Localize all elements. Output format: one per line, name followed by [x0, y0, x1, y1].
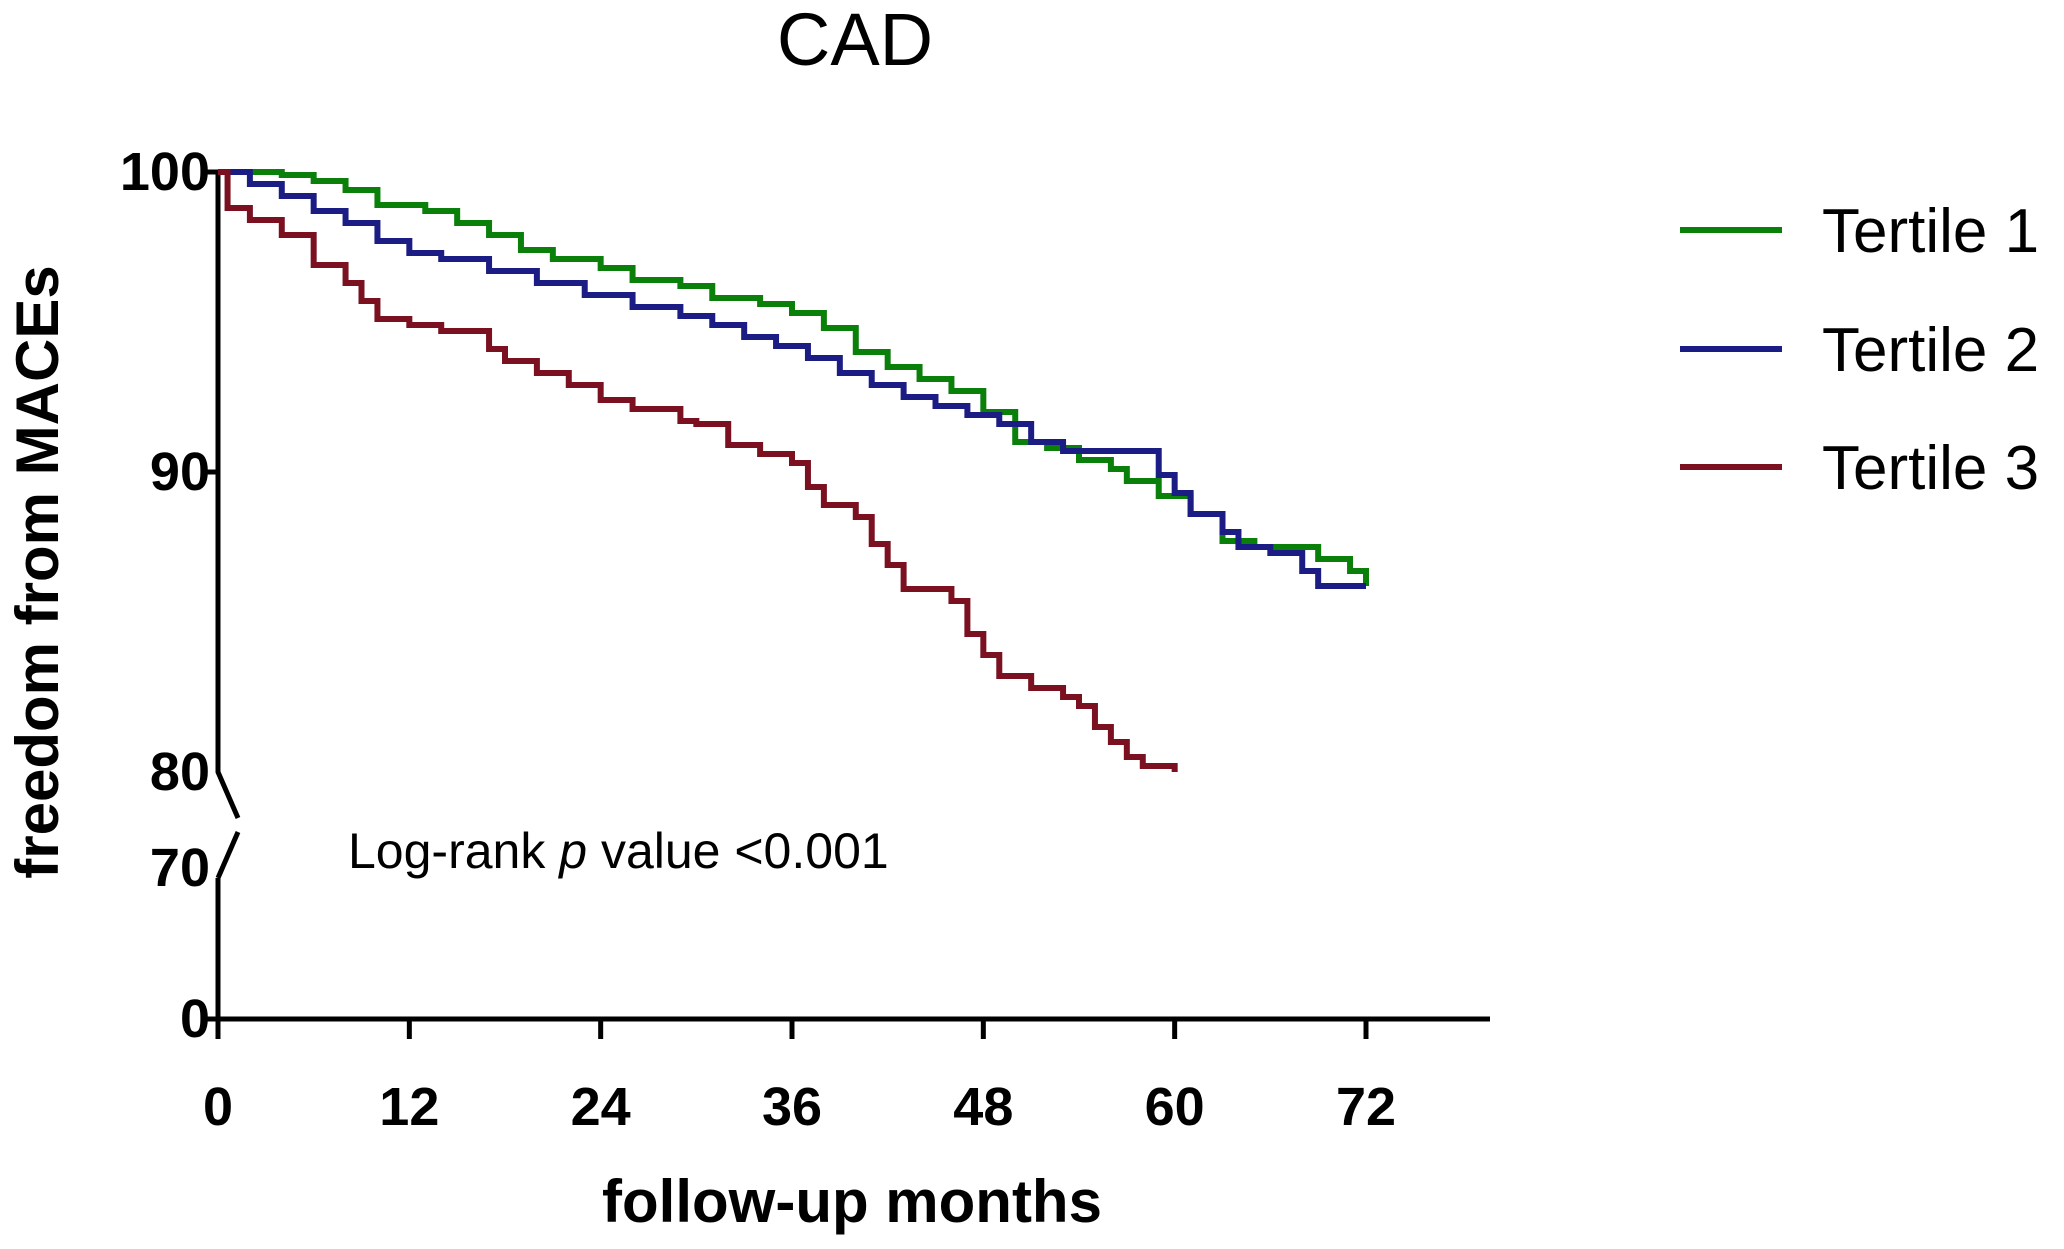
chart-title: CAD: [777, 0, 933, 81]
y-ticks: 100 90 80 70 0: [120, 142, 218, 1049]
y-axis-break-lower: [218, 832, 238, 878]
y-tick-label: 90: [150, 442, 210, 502]
x-tick-label: 36: [762, 1077, 822, 1137]
annotation-p: p: [557, 823, 587, 879]
legend-label-1: Tertile 1: [1822, 197, 2039, 266]
x-ticks: 0 12 24 36 48 60 72: [203, 1019, 1396, 1137]
y-tick-label: 80: [150, 742, 210, 802]
logrank-annotation: Log-rank p value <0.001: [348, 823, 889, 879]
x-tick-label: 12: [379, 1077, 439, 1137]
legend-label-2: Tertile 2: [1822, 316, 2039, 385]
series-line-3: [218, 172, 1175, 772]
legend-label-3: Tertile 3: [1822, 434, 2039, 503]
x-tick-label: 48: [953, 1077, 1013, 1137]
legend: Tertile 1 Tertile 2 Tertile 3: [1680, 197, 2039, 503]
annotation-prefix: Log-rank: [348, 823, 559, 879]
series-layer: [218, 172, 1366, 772]
x-tick-label: 0: [203, 1077, 233, 1137]
y-tick-label: 0: [180, 989, 210, 1049]
km-chart: CAD freedom from MACEs follow-up months …: [0, 0, 2064, 1249]
y-tick-label: 70: [150, 838, 210, 898]
x-tick-label: 24: [571, 1077, 631, 1137]
y-axis-label: freedom from MACEs: [4, 265, 71, 878]
y-axis-upper: [218, 172, 238, 818]
x-axis-label: follow-up months: [602, 1168, 1102, 1235]
series-line-1: [218, 172, 1366, 586]
series-line-2: [218, 172, 1366, 586]
x-tick-label: 60: [1145, 1077, 1205, 1137]
y-tick-label: 100: [120, 142, 210, 202]
annotation-suffix: value <0.001: [587, 823, 889, 879]
x-tick-label: 72: [1336, 1077, 1396, 1137]
